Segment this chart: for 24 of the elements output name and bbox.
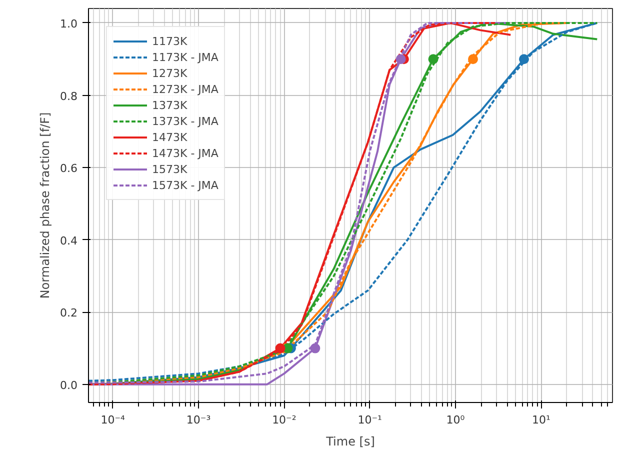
legend-label: 1573K - JMA — [152, 178, 218, 193]
x-tick-label: 10⁻³ — [186, 414, 211, 426]
x-axis-title: Time [s] — [325, 434, 375, 448]
legend-label: 1473K — [152, 130, 188, 145]
y-tick-label: 0.0 — [60, 378, 78, 392]
legend-label: 1173K — [152, 34, 188, 49]
x-tick-label: 10⁻¹ — [358, 414, 382, 426]
x-tick-label: 10⁰ — [446, 414, 466, 426]
y-axis-title: Normalized phase fraction [f/F] — [38, 112, 52, 299]
y-tick-label: 0.8 — [60, 90, 78, 103]
legend-label: 1273K — [152, 66, 188, 81]
y-tick-label: 0.4 — [60, 234, 78, 248]
x-tick-label: 10⁻² — [272, 414, 296, 426]
x-tick-label: 10⁻⁴ — [100, 414, 126, 426]
legend-label: 1573K — [152, 162, 188, 177]
y-tick-label: 1.0 — [60, 17, 78, 30]
legend-label: 1173K - JMA — [152, 50, 218, 65]
legend-label: 1273K - JMA — [152, 82, 218, 97]
y-tick-label: 0.2 — [60, 306, 78, 320]
x-tick-label: 10¹ — [532, 414, 550, 426]
legend-label: 1373K - JMA — [152, 114, 218, 129]
legend-label: 1373K — [152, 98, 188, 113]
legend-label: 1473K - JMA — [152, 146, 218, 161]
y-tick-label: 0.6 — [60, 162, 78, 176]
